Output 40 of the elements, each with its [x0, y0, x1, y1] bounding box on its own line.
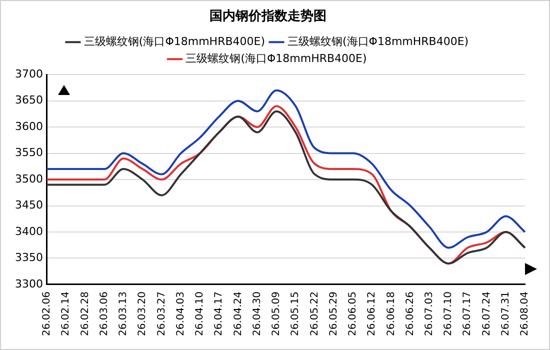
- x-tick-label: 26.04.03: [175, 291, 186, 336]
- x-tick-label: 26.04.10: [194, 291, 206, 336]
- chart-title: 国内钢价指数走势图: [210, 8, 326, 24]
- x-tick-label: 26.05.09: [271, 291, 282, 336]
- x-tick-label: 26.07.10: [443, 291, 454, 336]
- y-tick-label: 3500: [14, 172, 43, 186]
- x-tick-label: 26.05.15: [290, 291, 302, 336]
- x-tick-label: 26.02.28: [80, 291, 91, 336]
- x-tick-label: 26.06.18: [386, 291, 397, 336]
- y-tick-label: 3400: [14, 224, 43, 238]
- x-tick-label: 26.06.26: [404, 291, 416, 336]
- x-tick-label: 26.07.24: [481, 291, 492, 336]
- legend-label: 三级螺纹钢(海口Φ18mmHRB400E): [186, 52, 367, 65]
- x-tick-label: 26.08.04: [520, 291, 531, 336]
- x-tick-label: 26.02.06: [42, 291, 53, 336]
- y-tick-label: 3300: [14, 277, 43, 290]
- x-tick-label: 26.02.14: [60, 291, 72, 336]
- x-tick-label: 26.07.17: [462, 291, 474, 336]
- y-tick-label: 3700: [14, 67, 43, 80]
- y-tick-label: 3650: [14, 94, 43, 107]
- y-tick-label: 3550: [14, 146, 43, 160]
- x-tick-label: 26.07.03: [424, 291, 435, 336]
- y-tick-label: 3450: [14, 198, 43, 212]
- x-tick-label: 26.03.20: [137, 291, 148, 336]
- x-tick-label: 26.05.22: [309, 291, 320, 336]
- y-tick-label: 3600: [14, 120, 43, 133]
- x-tick-label: 26.06.12: [366, 291, 378, 336]
- x-tick-label: 26.04.17: [214, 291, 225, 336]
- x-tick-label: 26.04.30: [252, 291, 263, 336]
- x-tick-label: 26.07.31: [500, 291, 512, 336]
- x-tick-label: 26.03.06: [98, 291, 110, 336]
- x-tick-label: 26.03.13: [118, 291, 130, 336]
- x-tick-label: 26.06.05: [348, 291, 359, 336]
- legend-label: 三级螺纹钢(海口Φ18mmHRB400E): [288, 34, 469, 48]
- line-series: [46, 89, 526, 249]
- x-tick-label: 26.04.24: [232, 291, 244, 336]
- y-tick-label: 3350: [14, 251, 43, 264]
- x-tick-label: 26.05.29: [328, 291, 340, 336]
- x-tick-label: 26.03.27: [156, 291, 168, 336]
- legend-label: 三级螺纹钢(海口Φ18mmHRB400E): [84, 34, 265, 48]
